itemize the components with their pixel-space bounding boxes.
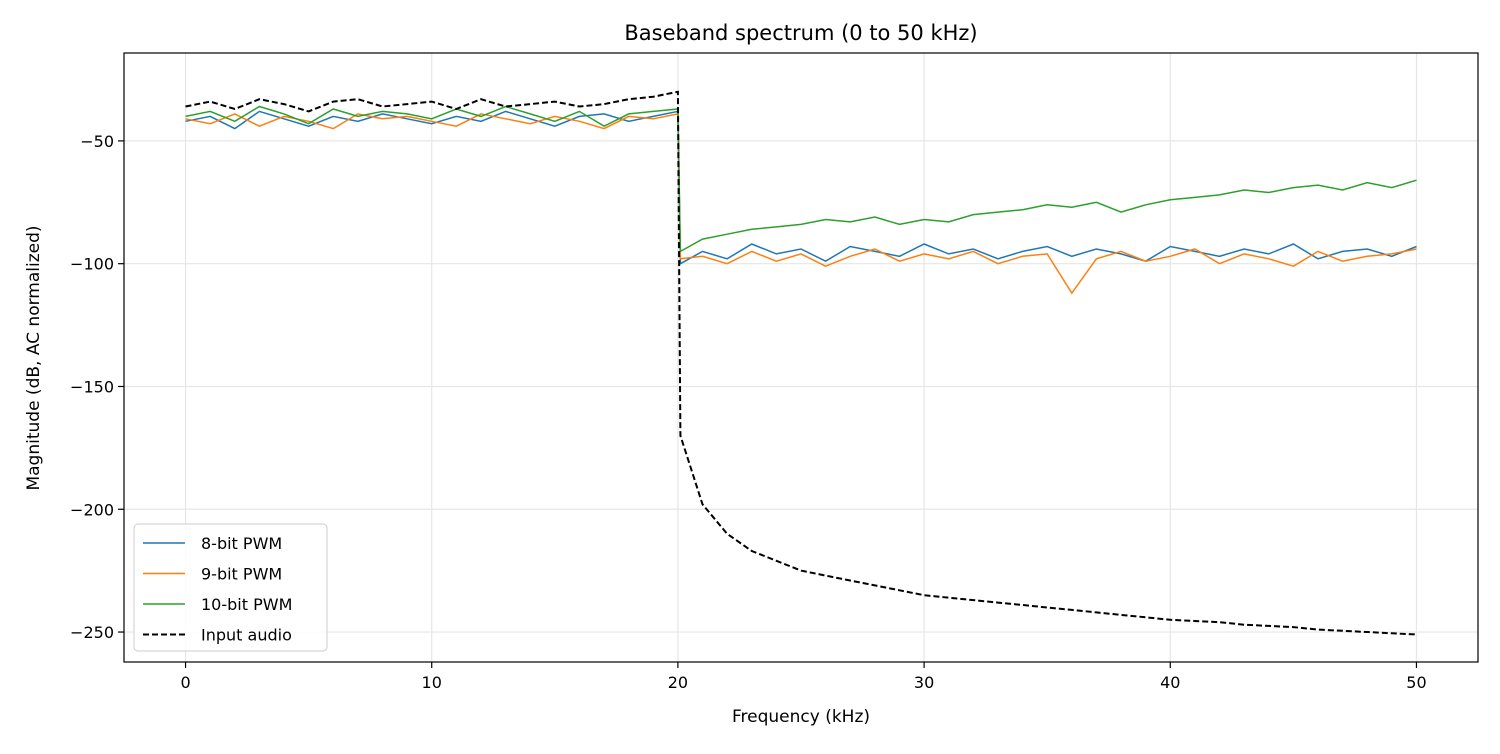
axes-frame: [123, 52, 1479, 663]
y-axis-label: Magnitude (dB, AC normalized): [24, 225, 44, 490]
series-line-8-bit-pwm: [185, 110, 1417, 265]
legend-label: 9-bit PWM: [201, 565, 282, 584]
x-tick-label: 30: [914, 673, 934, 692]
series-lines: [185, 90, 1417, 636]
x-tick-label: 40: [1160, 673, 1180, 692]
x-tick-label: 10: [422, 673, 442, 692]
legend-label: 10-bit PWM: [201, 595, 292, 614]
legend-box: [133, 523, 328, 652]
x-axis-label: Frequency (kHz): [732, 707, 870, 727]
y-tick-label: −50: [80, 132, 114, 151]
legend-label: 8-bit PWM: [201, 534, 282, 553]
y-tick-label: −250: [70, 623, 114, 642]
series-line-9-bit-pwm: [185, 112, 1417, 295]
ticks: 0 10 20 30 40 50 −50 −100 −150 −200 −250: [70, 132, 1427, 692]
legend-label: Input audio: [201, 626, 292, 645]
x-tick-label: 20: [668, 673, 688, 692]
series-line-10-bit-pwm: [185, 105, 1417, 253]
series-line-input-audio: [185, 90, 1417, 636]
y-tick-label: −200: [70, 500, 114, 519]
legend: 8-bit PWM 9-bit PWM 10-bit PWM Input audio: [133, 523, 328, 652]
x-tick-label: 0: [180, 673, 190, 692]
y-tick-label: −100: [70, 255, 114, 274]
y-tick-label: −150: [70, 377, 114, 396]
chart-title: Baseband spectrum (0 to 50 kHz): [624, 21, 977, 45]
x-tick-label: 50: [1406, 673, 1426, 692]
